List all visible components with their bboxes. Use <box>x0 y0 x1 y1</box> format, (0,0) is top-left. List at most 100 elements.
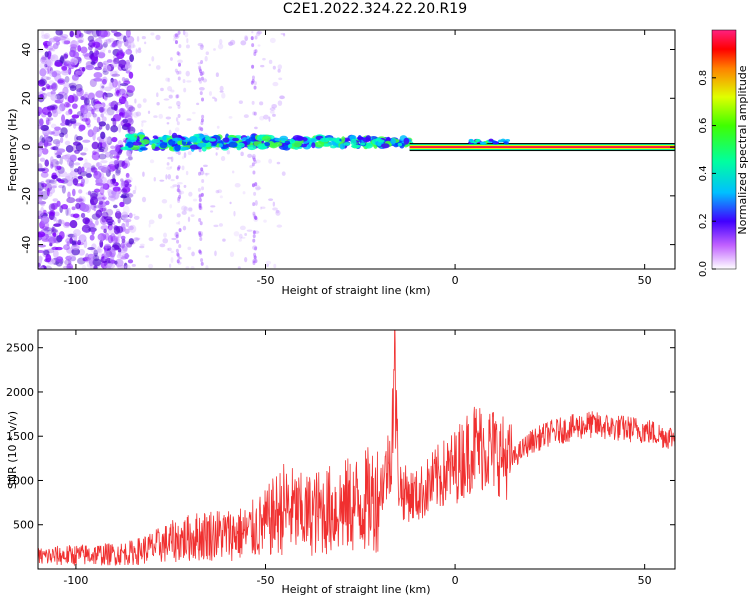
spectrogram-noise-speck <box>75 70 84 75</box>
spectrogram-noise-speck <box>96 197 106 202</box>
spectrogram-noise-speck <box>148 263 154 269</box>
spectrogram-noise-speck <box>166 162 170 166</box>
spectrogram-noise-speck <box>99 50 106 54</box>
spectrogram-noise-speck <box>181 205 187 211</box>
spectrogram-noise-speck <box>238 233 243 239</box>
spectrogram-noise-speck <box>205 265 209 269</box>
spectrogram-noise-speck <box>101 212 105 217</box>
spectrogram-noise-speck <box>107 38 115 43</box>
spectrogram-band-blob <box>350 144 361 149</box>
spectrogram-noise-speck <box>69 49 76 58</box>
spectrogram-noise-speck <box>166 247 170 251</box>
spectrogram-noise-speck <box>41 92 47 100</box>
spectrogram-noise-speck <box>278 77 283 81</box>
spectrogram-noise-speck <box>38 146 42 155</box>
spectrogram-noise-speck <box>268 158 273 164</box>
spectrogram-noise-speck <box>166 166 172 170</box>
spectrogram-streak-speck <box>199 72 203 77</box>
spectrogram-noise-speck <box>73 122 82 126</box>
spectrogram-noise-speck <box>91 108 95 115</box>
spectrogram-noise-speck <box>50 55 56 60</box>
spectrogram-noise-speck <box>222 238 226 242</box>
spectrogram-streak-speck <box>251 43 255 48</box>
spectrogram-noise-speck <box>202 78 208 83</box>
spectrogram-noise-speck <box>156 92 159 98</box>
spectrogram-line-bump <box>491 140 497 144</box>
spectrogram-noise-speck <box>104 243 112 249</box>
spectrogram-noise-speck <box>259 206 263 210</box>
spectrogram-noise-speck <box>93 113 98 121</box>
spectrogram-noise-speck <box>111 30 118 34</box>
spectrogram-noise-speck <box>65 207 69 217</box>
spectrogram-noise-speck <box>259 101 264 106</box>
spectrogram-noise-speck <box>38 106 43 116</box>
spectrogram-streak-speck <box>177 114 181 119</box>
spectrogram-noise-speck <box>255 187 262 190</box>
spectrogram-band-blob <box>189 136 198 143</box>
spectrogram-noise-speck <box>103 265 112 269</box>
spectrogram-streak-speck <box>253 81 257 86</box>
spectrogram-noise-speck <box>114 87 121 94</box>
spectrogram-noise-speck <box>81 107 89 115</box>
spectrogram-noise-speck <box>149 159 155 164</box>
spectrogram-noise-speck <box>205 51 209 56</box>
spectrogram-noise-speck <box>70 256 77 262</box>
spectrogram-band-blob <box>261 135 271 142</box>
spectrogram-streak-speck <box>200 167 204 172</box>
spectrogram-noise-speck <box>38 262 41 268</box>
spectrogram-noise-speck <box>108 102 115 107</box>
spectrogram-noise-speck <box>129 224 137 233</box>
spectrogram-noise-speck <box>66 174 71 181</box>
spectrogram-band-blob <box>287 143 293 148</box>
spectrogram-noise-speck <box>204 172 210 175</box>
spectrogram-noise-speck <box>238 238 242 242</box>
spectrogram-noise-speck <box>45 253 52 263</box>
spectrogram-noise-speck <box>105 169 111 177</box>
spectrogram-noise-speck <box>88 45 93 51</box>
spectrogram-noise-speck <box>100 160 108 164</box>
spectrogram-noise-speck <box>61 34 69 39</box>
spectrogram-noise-speck <box>167 247 172 252</box>
spectrogram-streak-speck <box>198 205 202 210</box>
spectrogram-noise-speck <box>163 98 170 101</box>
spectrogram-noise-speck <box>58 170 68 178</box>
spectrogram-streak-speck <box>200 192 204 197</box>
spectrogram-noise-speck <box>153 176 156 182</box>
spectrogram-band-blob <box>362 137 371 143</box>
spectrogram-noise-speck <box>49 47 54 52</box>
spectrogram-noise-speck <box>175 117 179 122</box>
spectrogram-noise-speck <box>181 165 185 171</box>
spectrogram-noise-speck <box>66 241 70 247</box>
spectrogram-noise-speck <box>80 152 87 156</box>
spectrogram-noise-speck <box>38 78 47 86</box>
spectrogram-band-blob <box>126 141 134 148</box>
spectrogram-noise-speck <box>83 147 89 152</box>
spectrogram-noise-speck <box>84 91 88 96</box>
spectrogram-noise-speck <box>252 245 258 251</box>
spectrogram-streak-speck <box>178 44 182 49</box>
spectrogram-noise-speck <box>68 160 75 168</box>
spectrogram-noise-speck <box>71 188 76 197</box>
spectrogram-noise-speck <box>102 196 107 200</box>
spectrogram-noise-speck <box>135 237 141 241</box>
colorbar-ticks: 0.0 0.2 0.4 0.6 0.8 <box>698 70 716 277</box>
spectrogram-noise-speck <box>174 127 180 132</box>
spectrogram-noise-speck <box>182 30 186 36</box>
spectrogram-noise-speck <box>46 59 52 67</box>
spectrogram-noise-speck <box>66 172 74 181</box>
spectrogram-line-bump <box>497 139 503 143</box>
spectrogram-noise-speck <box>69 220 78 229</box>
spectrogram-noise-speck <box>279 94 285 100</box>
snr-x-tick-label: 50 <box>638 574 652 587</box>
spectrogram-noise-speck <box>178 256 183 260</box>
spectrogram-noise-speck <box>40 206 45 215</box>
spectrogram-noise-speck <box>111 61 118 68</box>
spectrogram-noise-speck <box>123 122 131 127</box>
spectrogram-noise-speck <box>46 40 53 46</box>
spectrogram-noise-speck <box>105 208 114 216</box>
spectrogram-noise-speck <box>51 174 58 180</box>
spectrogram-noise-speck <box>38 255 43 262</box>
spectrogram-noise-speck <box>104 92 114 98</box>
spectrogram-streak-speck <box>198 218 202 223</box>
spectrogram-noise-speck <box>54 61 63 67</box>
